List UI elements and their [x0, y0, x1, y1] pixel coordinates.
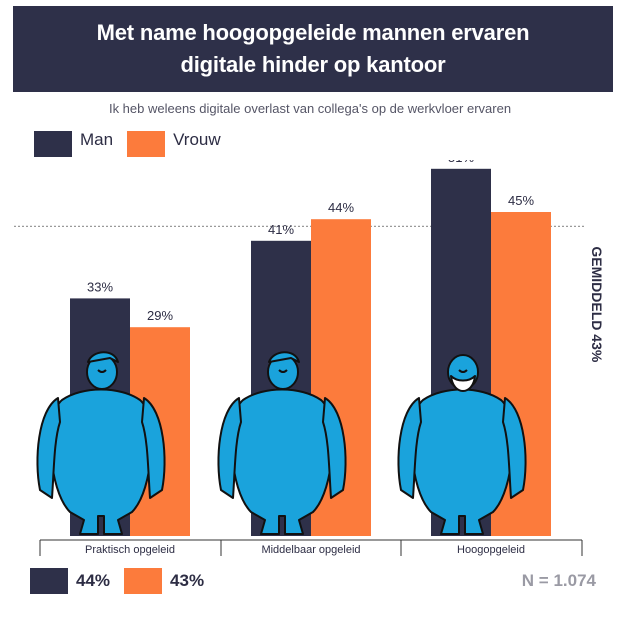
footer-swatch-man [30, 568, 68, 594]
character-illustration-2 [217, 351, 347, 535]
title-banner: Met name hoogopgeleide mannen ervaren di… [13, 6, 613, 92]
legend-label-man: Man [80, 130, 114, 149]
category-label-1: Praktisch opgeleid [85, 544, 175, 556]
legend-item-vrouw: Vrouw [127, 130, 221, 157]
value-label-vrouw-1: 29% [147, 308, 173, 323]
value-label-vrouw-3: 45% [508, 193, 534, 208]
footer-totals: 44% 43% [30, 568, 218, 594]
footer-total-vrouw: 43% [124, 568, 204, 594]
legend-label-vrouw: Vrouw [173, 130, 221, 149]
legend-swatch-man [34, 131, 72, 157]
footer-total-man: 44% [30, 568, 110, 594]
category-label-3: Hoogopgeleid [457, 544, 525, 556]
footer-value-man: 44% [76, 571, 111, 590]
value-label-vrouw-2: 44% [328, 200, 354, 215]
value-label-man-1: 33% [87, 279, 113, 294]
value-label-man-2: 41% [268, 222, 294, 237]
value-label-man-3: 51% [448, 160, 474, 165]
legend: Man Vrouw [34, 130, 235, 157]
category-label-2: Middelbaar opgeleid [261, 544, 360, 556]
bar-chart: GEMIDDELD 43% 33% 41% 51% 29% 44% 45% Praktisch… [14, 160, 605, 556]
chart-title: Met name hoogopgeleide mannen ervaren di… [96, 20, 530, 77]
legend-swatch-vrouw [127, 131, 166, 157]
chart-subtitle: Ik heb weleens digitale overlast van col… [108, 101, 512, 116]
footer-swatch-vrouw [124, 568, 163, 594]
average-label: GEMIDDELD 43% [589, 246, 605, 362]
sample-size: N = 1.074 [521, 571, 596, 590]
legend-item-man: Man [34, 130, 114, 157]
character-illustration-1 [36, 351, 166, 535]
footer-value-vrouw: 43% [170, 571, 205, 590]
character-illustration-3 [397, 354, 527, 535]
